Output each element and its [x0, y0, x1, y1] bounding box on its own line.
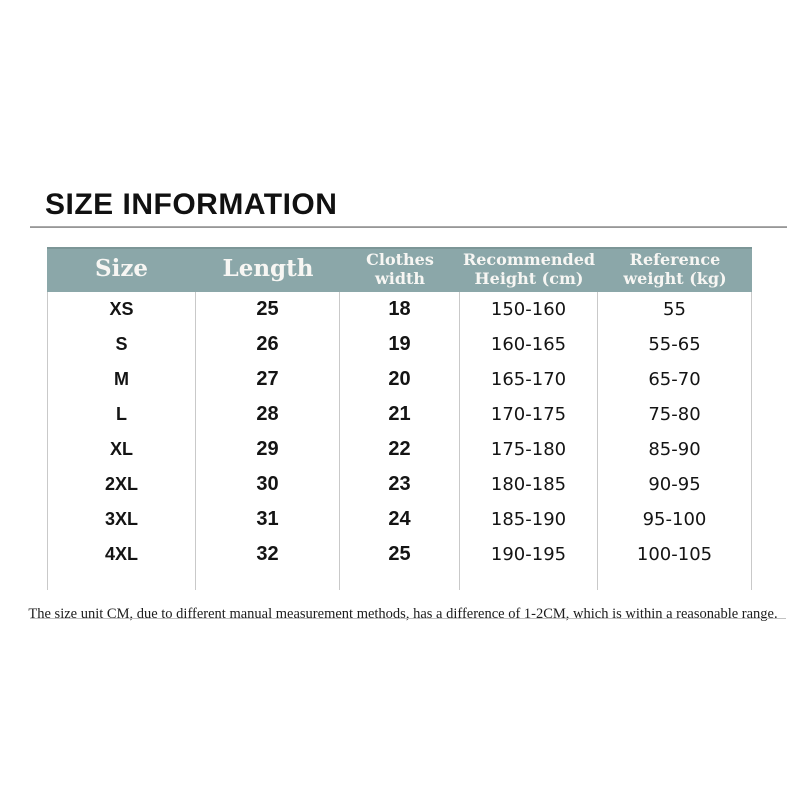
table-cell: 55 [598, 292, 752, 327]
table-header-row: Size Length Clothes width Recommended Heigh… [47, 247, 752, 292]
table-cell: 185-190 [460, 502, 598, 537]
page-title: SIZE INFORMATION [45, 188, 338, 221]
column-header: Recommended Height (cm) [462, 250, 596, 288]
empty-cell [47, 572, 196, 590]
table-cell: 90-95 [598, 467, 752, 502]
title-divider [30, 226, 787, 228]
empty-cell [460, 572, 598, 590]
measurement-note: The size unit CM, due to different manua… [28, 605, 778, 622]
table-row: L 28 21 170-175 75-80 [47, 397, 752, 432]
table-cell: 175-180 [460, 432, 598, 467]
table-cell: 30 [196, 467, 340, 502]
table-cell: 150-160 [460, 292, 598, 327]
empty-cell [196, 572, 340, 590]
table-cell: 31 [196, 502, 340, 537]
table-body: XS 25 18 150-160 55 S 26 19 160-165 55-65 M 27 20 165… [47, 292, 752, 590]
table-row: 2XL 30 23 180-185 90-95 [47, 467, 752, 502]
table-cell: M [47, 362, 196, 397]
column-header: Clothes width [366, 250, 434, 288]
table-cell: 55-65 [598, 327, 752, 362]
table-cell: 32 [196, 537, 340, 572]
table-cell: L [47, 397, 196, 432]
table-cell: 28 [196, 397, 340, 432]
table-cell: XL [47, 432, 196, 467]
table-row: 4XL 32 25 190-195 100-105 [47, 537, 752, 572]
table-cell: 2XL [47, 467, 196, 502]
column-header: Reference weight (kg) [623, 250, 727, 288]
table-cell: 170-175 [460, 397, 598, 432]
table-row: S 26 19 160-165 55-65 [47, 327, 752, 362]
table-row: XS 25 18 150-160 55 [47, 292, 752, 327]
table-cell: 24 [340, 502, 460, 537]
table-cell: 19 [340, 327, 460, 362]
table-row: 3XL 31 24 185-190 95-100 [47, 502, 752, 537]
empty-cell [598, 572, 752, 590]
table-cell: S [47, 327, 196, 362]
table-cell: 22 [340, 432, 460, 467]
empty-cell [340, 572, 460, 590]
table-cell: 3XL [47, 502, 196, 537]
table-cell: 160-165 [460, 327, 598, 362]
table-cell: XS [47, 292, 196, 327]
table-cell: 85-90 [598, 432, 752, 467]
table-cell: 18 [340, 292, 460, 327]
table-cell: 29 [196, 432, 340, 467]
table-row: M 27 20 165-170 65-70 [47, 362, 752, 397]
table-cell: 27 [196, 362, 340, 397]
table-cell: 65-70 [598, 362, 752, 397]
table-cell: 25 [340, 537, 460, 572]
column-header: Length [222, 255, 314, 283]
bottom-divider [30, 618, 786, 619]
table-cell: 26 [196, 327, 340, 362]
divider-extension-row [47, 572, 752, 590]
table-cell: 20 [340, 362, 460, 397]
table-cell: 4XL [47, 537, 196, 572]
table-cell: 21 [340, 397, 460, 432]
column-header: Size [94, 255, 149, 283]
table-cell: 23 [340, 467, 460, 502]
table-cell: 180-185 [460, 467, 598, 502]
table-cell: 165-170 [460, 362, 598, 397]
table-cell: 190-195 [460, 537, 598, 572]
size-table: Size Length Clothes width Recommended Heigh… [47, 247, 752, 590]
table-cell: 75-80 [598, 397, 752, 432]
table-cell: 100-105 [598, 537, 752, 572]
table-row: XL 29 22 175-180 85-90 [47, 432, 752, 467]
table-cell: 95-100 [598, 502, 752, 537]
table-cell: 25 [196, 292, 340, 327]
